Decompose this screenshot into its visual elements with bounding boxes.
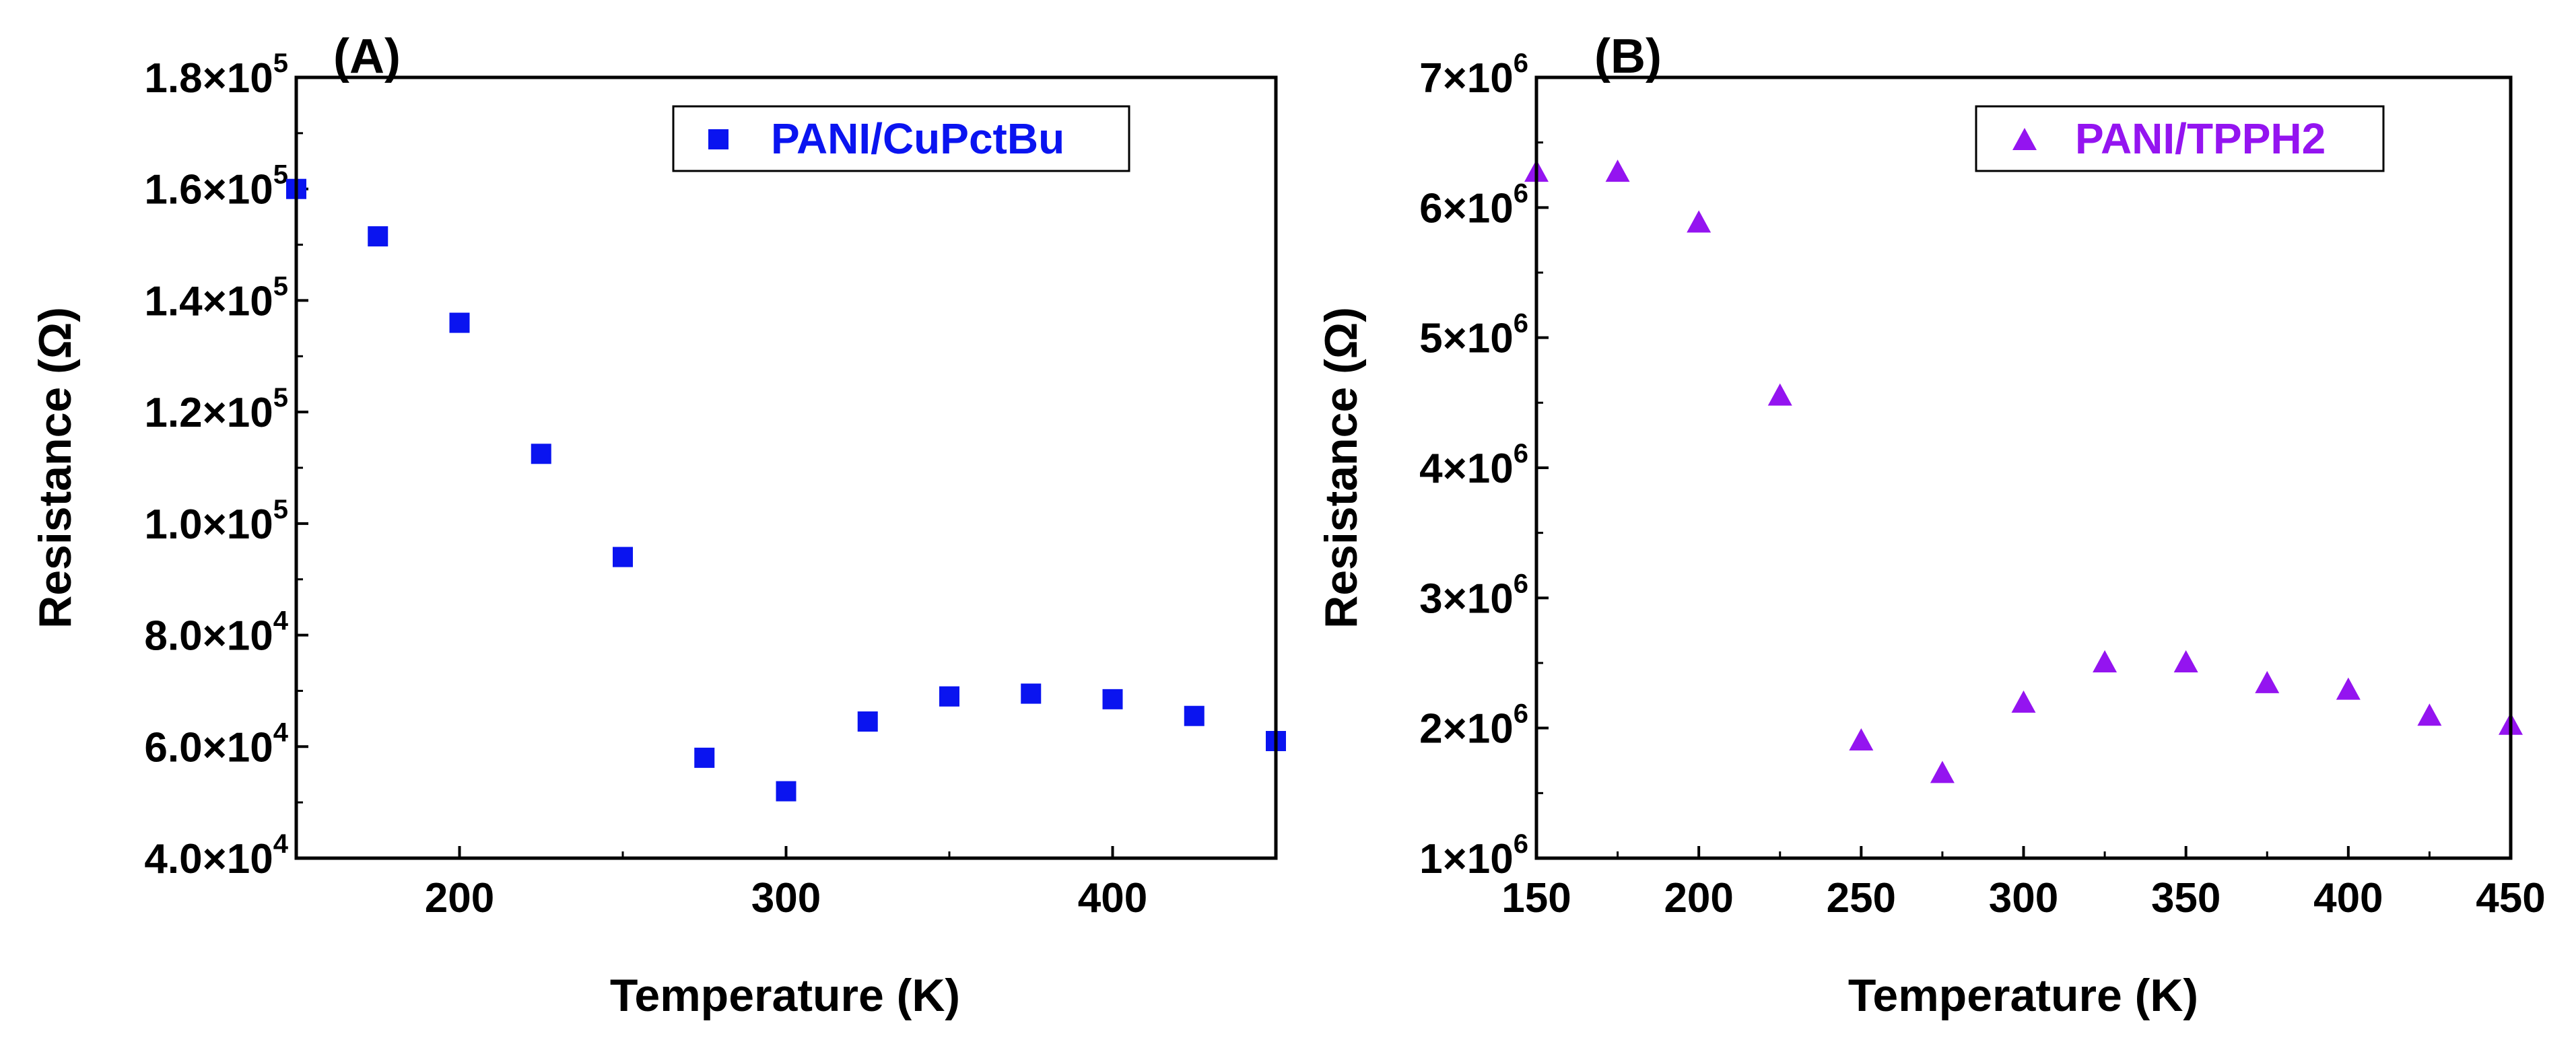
data-point <box>2011 690 2036 713</box>
x-tick-label-b: 450 <box>2476 875 2545 921</box>
x-tick-label-a: 200 <box>425 875 494 921</box>
y-tick-group-b: 1×106 2×106 3×106 4×106 5×106 6×106 7×106 <box>1419 48 1549 882</box>
data-point <box>1767 383 1792 406</box>
data-point <box>1605 160 1630 182</box>
x-tick-label-b: 200 <box>1664 875 1733 921</box>
x-tick-label-b: 150 <box>1501 875 1571 921</box>
y-tick-label-b: 7×106 <box>1419 48 1528 102</box>
data-points-a <box>286 178 1286 802</box>
x-tick-group-b: 150 200 250 300 350 400 450 <box>1501 846 2546 921</box>
panel-label-a: (A) <box>333 30 401 83</box>
data-point <box>2336 677 2361 700</box>
legend-label-b: PANI/TPPH2 <box>2075 114 2326 163</box>
data-point <box>857 711 878 732</box>
chart-panel-a: (A) 4.0×104 6.0×104 8.0×104 1.0×105 1.2×105 1… <box>30 30 1286 1021</box>
data-point <box>1184 705 1205 726</box>
data-point <box>1849 728 1874 750</box>
data-point <box>776 781 796 802</box>
legend-box-b <box>1975 105 2385 172</box>
y-tick-label-b: 4×106 <box>1419 439 1528 492</box>
data-point <box>694 747 715 768</box>
x-axis-title-b: Temperature (K) <box>1848 970 2198 1021</box>
data-point <box>2417 703 2442 726</box>
y-tick-label-b: 2×106 <box>1419 699 1528 752</box>
y-tick-label-b: 6×106 <box>1419 178 1528 232</box>
data-point <box>531 444 551 464</box>
y-tick-label-a: 1.6×105 <box>144 160 288 213</box>
y-tick-group-a: 4.0×104 6.0×104 8.0×104 1.0×105 1.2×105 1.4×1… <box>144 48 308 882</box>
x-tick-label-b: 400 <box>2313 875 2383 921</box>
x-tick-label-a: 300 <box>751 875 821 921</box>
data-point <box>939 686 959 707</box>
x-tick-label-b: 350 <box>2151 875 2221 921</box>
x-tick-label-b: 300 <box>1989 875 2058 921</box>
data-point <box>1930 761 1955 783</box>
data-point <box>2255 670 2280 693</box>
y-tick-label-b: 1×106 <box>1419 829 1528 882</box>
y-tick-label-a: 1.8×105 <box>144 48 288 102</box>
legend-a: PANI/CuPctBu <box>672 105 1130 172</box>
panel-label-b: (B) <box>1594 30 1662 83</box>
x-tick-label-b: 250 <box>1827 875 1896 921</box>
legend-label-a: PANI/CuPctBu <box>771 114 1064 163</box>
y-tick-label-a: 6.0×104 <box>144 717 288 771</box>
data-point <box>613 547 633 567</box>
data-point <box>449 312 470 333</box>
y-tick-label-a: 1.0×105 <box>144 495 288 548</box>
y-tick-label-b: 5×106 <box>1419 309 1528 362</box>
legend-b: PANI/TPPH2 <box>1975 105 2385 172</box>
data-point <box>1102 689 1123 709</box>
plot-frame-a <box>294 75 1278 860</box>
y-tick-label-a: 1.2×105 <box>144 383 288 436</box>
data-point <box>2173 650 2198 672</box>
y-tick-label-a: 1.4×105 <box>144 271 288 324</box>
x-tick-label-a: 400 <box>1078 875 1147 921</box>
y-axis-title-b: Resistance (Ω) <box>1316 307 1367 629</box>
legend-box-a <box>672 105 1130 172</box>
y-axis-title-a: Resistance (Ω) <box>30 307 81 629</box>
data-point <box>368 226 388 247</box>
data-points-b <box>1524 160 2523 783</box>
y-tick-label-b: 3×106 <box>1419 569 1528 622</box>
data-point <box>2093 650 2117 672</box>
x-axis-title-a: Temperature (K) <box>610 970 960 1021</box>
data-point <box>1021 683 1042 704</box>
legend-marker-square <box>708 129 728 149</box>
data-point <box>1687 210 1711 233</box>
y-tick-label-a: 4.0×104 <box>144 829 288 882</box>
legend-marker-triangle <box>2012 128 2037 150</box>
x-tick-group-a: 200 300 400 <box>295 846 1277 921</box>
plot-frame-b <box>1534 75 2513 860</box>
y-tick-label-a: 8.0×104 <box>144 606 288 660</box>
chart-panel-b: (B) 1×1062×1063×1064×1065×1066×1067×106 … <box>1316 30 2546 1021</box>
